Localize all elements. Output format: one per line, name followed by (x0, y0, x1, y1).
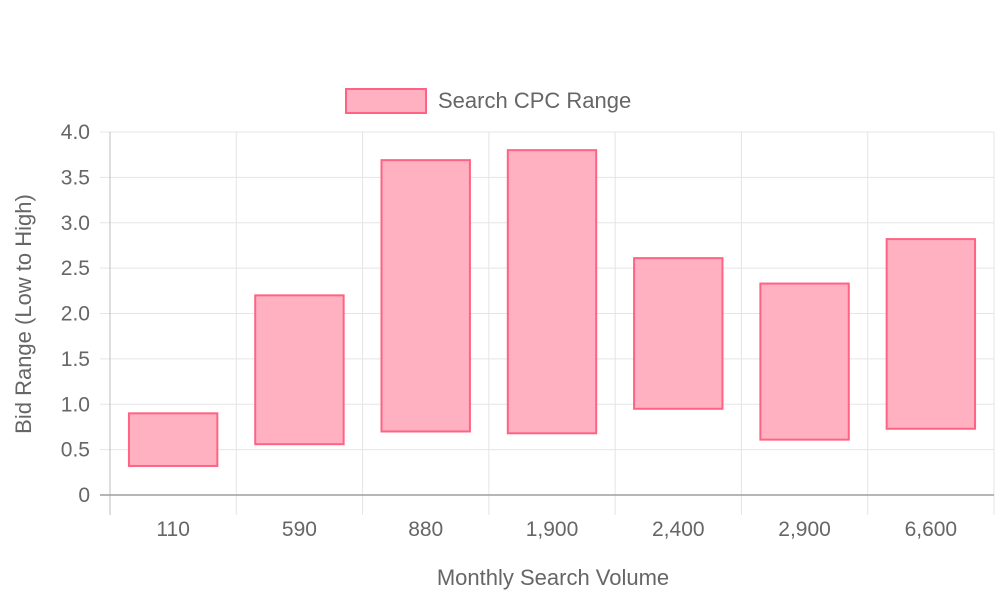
y-tick-label: 1.0 (61, 393, 90, 416)
legend-swatch (345, 88, 427, 114)
x-tick-label: 2,400 (652, 518, 705, 541)
y-tick-label: 0 (78, 484, 90, 507)
range-bar[interactable] (759, 282, 850, 441)
x-tick-label: 880 (408, 518, 443, 541)
x-tick-label: 2,900 (778, 518, 831, 541)
x-tick-label: 590 (282, 518, 317, 541)
y-tick-label: 1.5 (61, 348, 90, 371)
bars (127, 149, 977, 467)
y-tick-label: 4.0 (61, 121, 90, 144)
legend[interactable]: Search CPC Range (345, 88, 631, 114)
x-tick-label: 1,900 (526, 518, 579, 541)
y-tick-label: 2.0 (61, 303, 90, 326)
y-tick-label: 0.5 (61, 439, 90, 462)
axes: 0 0.5 1.0 1.5 2.0 2.5 3.0 3.5 4.0 110 590 880 1,900 2… (61, 121, 994, 541)
range-bar[interactable] (127, 412, 219, 467)
x-tick-label: 110 (156, 518, 189, 541)
y-tick-label: 3.5 (61, 166, 90, 189)
range-bar[interactable] (380, 159, 471, 433)
x-axis-title: Monthly Search Volume (437, 565, 669, 590)
range-bar[interactable] (254, 294, 345, 446)
legend-label: Search CPC Range (438, 88, 631, 113)
y-tick-label: 3.0 (61, 212, 90, 235)
range-bar[interactable] (633, 257, 724, 410)
range-bar[interactable] (885, 238, 977, 430)
y-tick-label: 2.5 (61, 257, 90, 280)
y-axis-title: Bid Range (Low to High) (11, 194, 36, 434)
range-bar[interactable] (506, 149, 598, 435)
x-tick-label: 6,600 (905, 518, 958, 541)
